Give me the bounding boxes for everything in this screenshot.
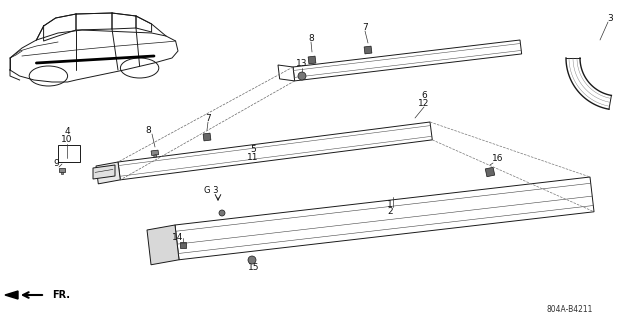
Text: 12: 12	[419, 99, 429, 108]
Polygon shape	[151, 150, 159, 156]
Text: 7: 7	[362, 22, 368, 31]
Polygon shape	[96, 162, 121, 184]
Text: 7: 7	[205, 114, 211, 123]
Text: 11: 11	[248, 153, 259, 162]
Text: 14: 14	[172, 233, 184, 242]
Polygon shape	[5, 291, 18, 299]
Text: 3: 3	[607, 13, 613, 22]
Circle shape	[219, 210, 225, 216]
Text: FR.: FR.	[52, 290, 70, 300]
Circle shape	[298, 72, 306, 80]
Text: 9: 9	[53, 158, 59, 167]
Text: 6: 6	[421, 91, 427, 100]
Text: 10: 10	[61, 134, 73, 143]
Circle shape	[248, 256, 256, 264]
Text: 8: 8	[145, 125, 151, 134]
Text: 2: 2	[387, 206, 393, 215]
Polygon shape	[203, 133, 211, 141]
Text: 1: 1	[387, 199, 393, 209]
Text: G 3: G 3	[204, 186, 218, 195]
Polygon shape	[180, 242, 186, 248]
Polygon shape	[59, 168, 65, 172]
Text: 804A-B4211: 804A-B4211	[547, 306, 593, 315]
Polygon shape	[486, 167, 494, 177]
Ellipse shape	[29, 66, 68, 86]
Text: 15: 15	[248, 263, 260, 273]
Ellipse shape	[121, 58, 159, 78]
Polygon shape	[364, 46, 372, 54]
Text: 4: 4	[64, 126, 70, 135]
Polygon shape	[147, 225, 179, 265]
Text: 5: 5	[250, 145, 256, 154]
Polygon shape	[308, 56, 316, 64]
Polygon shape	[154, 155, 157, 157]
Polygon shape	[93, 165, 115, 179]
Text: 8: 8	[308, 34, 314, 43]
Text: 13: 13	[296, 59, 308, 68]
Polygon shape	[278, 65, 295, 81]
Polygon shape	[61, 172, 63, 174]
Text: 16: 16	[493, 154, 504, 163]
